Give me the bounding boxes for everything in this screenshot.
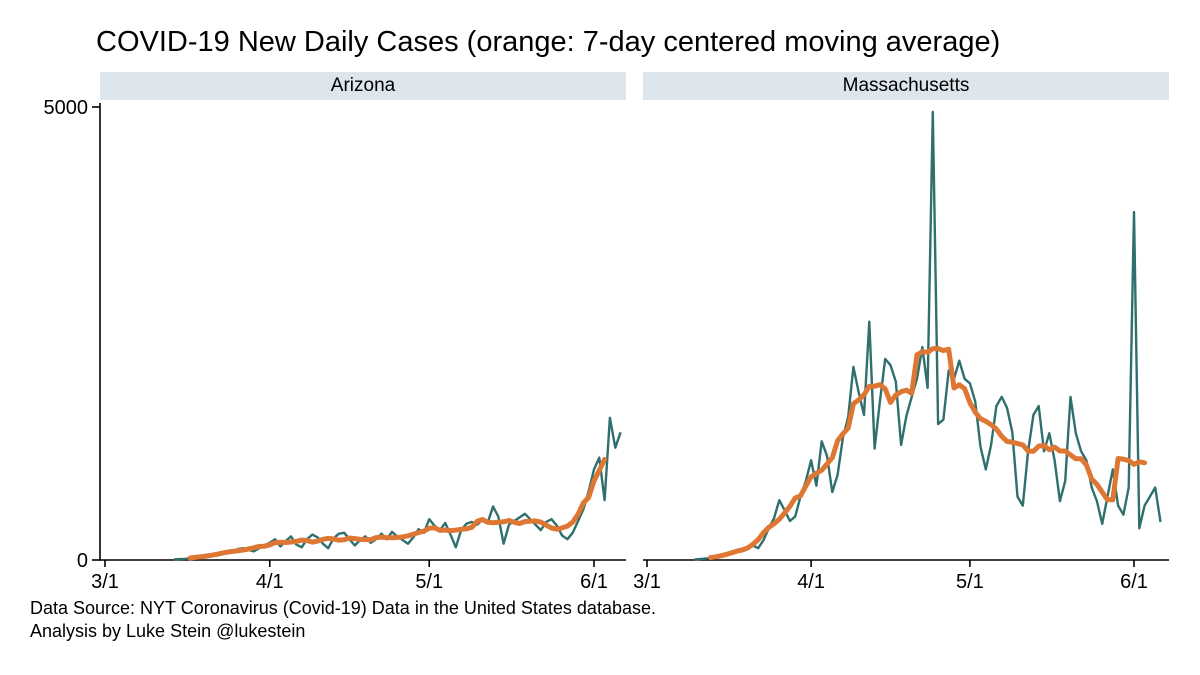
x-tick-label: 4/1 <box>256 571 284 593</box>
x-tick-label: 6/1 <box>580 571 608 593</box>
x-tick-label: 3/1 <box>633 571 661 593</box>
x-tick-label: 5/1 <box>956 571 984 593</box>
panel-header-arizona: Arizona <box>100 72 626 100</box>
x-tick-label: 3/1 <box>91 571 119 593</box>
panel-title-arizona: Arizona <box>330 75 396 96</box>
arizona-moving-average-line <box>187 456 608 561</box>
massachusetts-moving-average-line <box>708 346 1148 561</box>
y-tick-label: 5000 <box>44 97 89 119</box>
x-tick-label: 5/1 <box>415 571 443 593</box>
y-tick-label: 0 <box>77 550 88 572</box>
panel-header-massachusetts: Massachusetts <box>643 72 1169 100</box>
x-tick-label: 6/1 <box>1120 571 1148 593</box>
chart-title: COVID-19 New Daily Cases (orange: 7-day … <box>96 26 1001 58</box>
x-tick-label: 4/1 <box>797 571 825 593</box>
figure-footnotes: Data Source: NYT Coronavirus (Covid-19) … <box>30 597 656 643</box>
footnote-analysis: Analysis by Luke Stein @lukestein <box>30 621 306 641</box>
footnote-source: Data Source: NYT Coronavirus (Covid-19) … <box>30 598 656 618</box>
massachusetts-daily-line <box>694 110 1162 561</box>
panel-title-massachusetts: Massachusetts <box>842 75 970 96</box>
